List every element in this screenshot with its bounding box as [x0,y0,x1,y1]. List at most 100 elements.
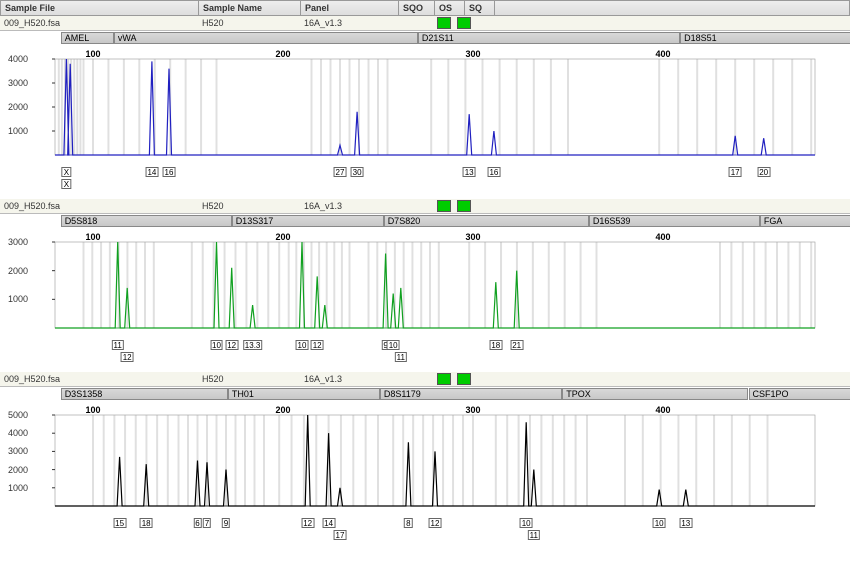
col-os: OS [435,1,465,15]
col-sq: SQ [465,1,495,15]
allele-call[interactable]: 16 [163,167,176,177]
allele-call[interactable]: 30 [351,167,364,177]
locus-label: D18S51 [680,32,850,44]
allele-call[interactable]: 9 [222,518,230,528]
allele-call[interactable]: 12 [121,352,134,362]
locus-label: FGA [760,215,850,227]
allele-call[interactable]: X [62,167,71,177]
locus-label: D13S317 [232,215,384,227]
electropherogram-panel: 009_H520.fsa H520 16A_v1.3 D5S818D13S317… [0,199,850,364]
quality-indicator-sq [457,200,471,212]
chart-area[interactable]: 10020030040010002000300040005000 [0,403,850,518]
locus-label: D16S539 [589,215,760,227]
allele-call[interactable]: 10 [387,340,400,350]
allele-call[interactable]: 15 [113,518,126,528]
allele-call[interactable]: 12 [225,340,238,350]
allele-call[interactable]: 14 [145,167,158,177]
chart-area[interactable]: 100 200 300 400 1000 2000 3000 [0,230,850,340]
allele-call[interactable]: 13 [463,167,476,177]
allele-call[interactable]: 10 [296,340,309,350]
quality-indicator-os [437,17,451,29]
svg-text:400: 400 [655,405,670,415]
allele-call[interactable]: 11 [112,340,124,350]
quality-indicator-sq [457,17,471,29]
panel-value: 16A_v1.3 [300,200,398,212]
locus-header-row: D5S818D13S317D7S820D16S539FGA [55,215,850,228]
allele-call[interactable]: 18 [489,340,502,350]
chart-area[interactable]: 1002003004001000200030004000 [0,47,850,167]
sample-name-value: H520 [198,17,300,29]
allele-call[interactable]: 18 [140,518,153,528]
allele-call[interactable]: 12 [311,340,324,350]
allele-call[interactable]: 11 [528,530,540,540]
allele-call[interactable]: 17 [729,167,742,177]
allele-calls-row: 1112101213.31012910111821 [55,340,850,364]
sample-info-row: 009_H520.fsa H520 16A_v1.3 [0,372,850,387]
y-tick-label: 1000 [8,294,28,304]
sample-file-value: 009_H520.fsa [0,200,198,212]
allele-call[interactable]: 7 [203,518,211,528]
allele-call[interactable]: 13.3 [243,340,263,350]
allele-calls-row: 15 18 67 9 12 14 17 8 12 10 11 10 13 [55,518,850,542]
y-tick-label: 3000 [8,78,28,88]
sample-info-row: 009_H520.fsa H520 16A_v1.3 [0,199,850,214]
electropherogram-panel: 009_H520.fsa H520 16A_v1.3 D3S1358TH01D8… [0,372,850,542]
locus-label: CSF1PO [749,388,850,400]
locus-label: D7S820 [384,215,589,227]
locus-header-row: D3S1358TH01D8S1179TPOXCSF1POPenta D [55,388,850,401]
allele-call[interactable]: X [62,179,71,189]
panel-value: 16A_v1.3 [300,373,398,385]
y-tick-label: 2000 [8,465,28,475]
svg-text:300: 300 [465,49,480,59]
allele-call[interactable]: 16 [487,167,500,177]
allele-call[interactable]: 14 [322,518,335,528]
y-axis-labels: 1000 2000 3000 [2,230,30,328]
locus-label: AMEL [61,32,114,44]
y-tick-label: 3000 [8,446,28,456]
svg-text:400: 400 [655,49,670,59]
locus-label: D5S818 [61,215,232,227]
allele-calls-row: XX 14 16 27 30 13 16 17 20 [55,167,850,191]
panel-value: 16A_v1.3 [300,17,398,29]
allele-call[interactable]: 8 [404,518,412,528]
locus-header-row: AMELvWAD21S11D18S51Penta E [55,32,850,45]
locus-label: TH01 [228,388,380,400]
allele-call[interactable]: 13 [679,518,692,528]
y-tick-label: 4000 [8,54,28,64]
svg-text:200: 200 [275,405,290,415]
svg-text:100: 100 [85,232,100,242]
allele-call[interactable]: 11 [395,352,407,362]
svg-text:300: 300 [465,232,480,242]
col-sample-name: Sample Name [199,1,301,15]
svg-text:400: 400 [655,232,670,242]
allele-call[interactable]: 10 [520,518,533,528]
svg-text:200: 200 [275,49,290,59]
y-tick-label: 1000 [8,126,28,136]
electropherogram-panel: 009_H520.fsa H520 16A_v1.3 AMELvWAD21S11… [0,16,850,191]
allele-call[interactable]: 27 [334,167,347,177]
svg-text:100: 100 [85,405,100,415]
allele-call[interactable]: 10 [653,518,666,528]
allele-call[interactable]: 10 [210,340,223,350]
y-tick-label: 4000 [8,428,28,438]
svg-text:200: 200 [275,232,290,242]
sample-file-value: 009_H520.fsa [0,373,198,385]
col-sample-file: Sample File [1,1,199,15]
allele-call[interactable]: 17 [334,530,347,540]
y-tick-label: 1000 [8,483,28,493]
col-sqo: SQO [399,1,435,15]
locus-label: vWA [114,32,418,44]
y-tick-label: 3000 [8,237,28,247]
allele-call[interactable]: 12 [301,518,314,528]
sample-name-value: H520 [198,373,300,385]
allele-call[interactable]: 6 [193,518,201,528]
locus-label: TPOX [562,388,748,400]
allele-call[interactable]: 12 [429,518,442,528]
allele-call[interactable]: 20 [757,167,770,177]
locus-label: D21S11 [418,32,680,44]
allele-call[interactable]: 21 [510,340,523,350]
y-tick-label: 2000 [8,102,28,112]
locus-label: D8S1179 [380,388,562,400]
y-tick-label: 5000 [8,410,28,420]
y-tick-label: 2000 [8,266,28,276]
